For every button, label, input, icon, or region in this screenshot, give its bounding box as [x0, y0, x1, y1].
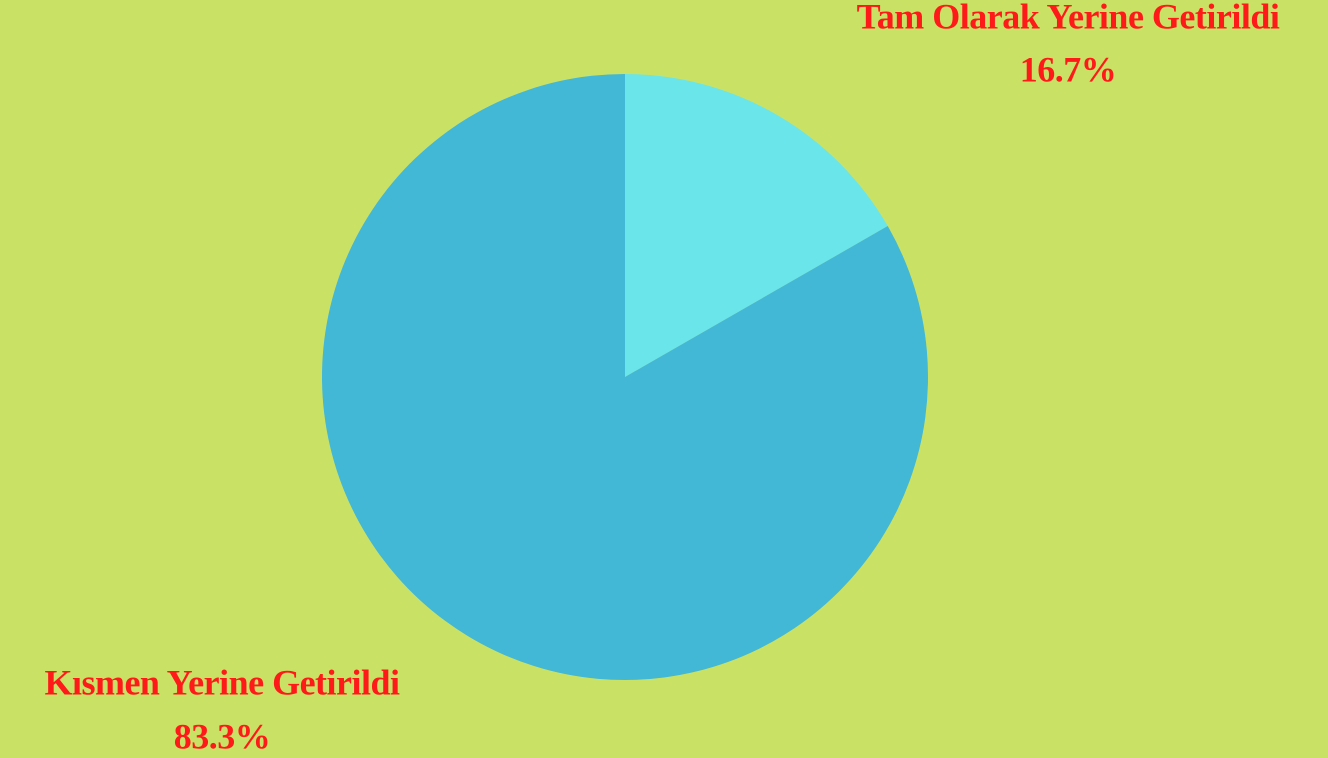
- slice-label: Tam Olarak Yerine Getirildi: [857, 0, 1280, 36]
- pie-slice: [625, 74, 888, 377]
- pie-slice: [321, 74, 928, 680]
- slice-value-label: 16.7%: [1020, 49, 1117, 89]
- slice-label: Kısmen Yerine Getirildi: [44, 662, 400, 702]
- slice-value-label: 83.3%: [174, 716, 271, 756]
